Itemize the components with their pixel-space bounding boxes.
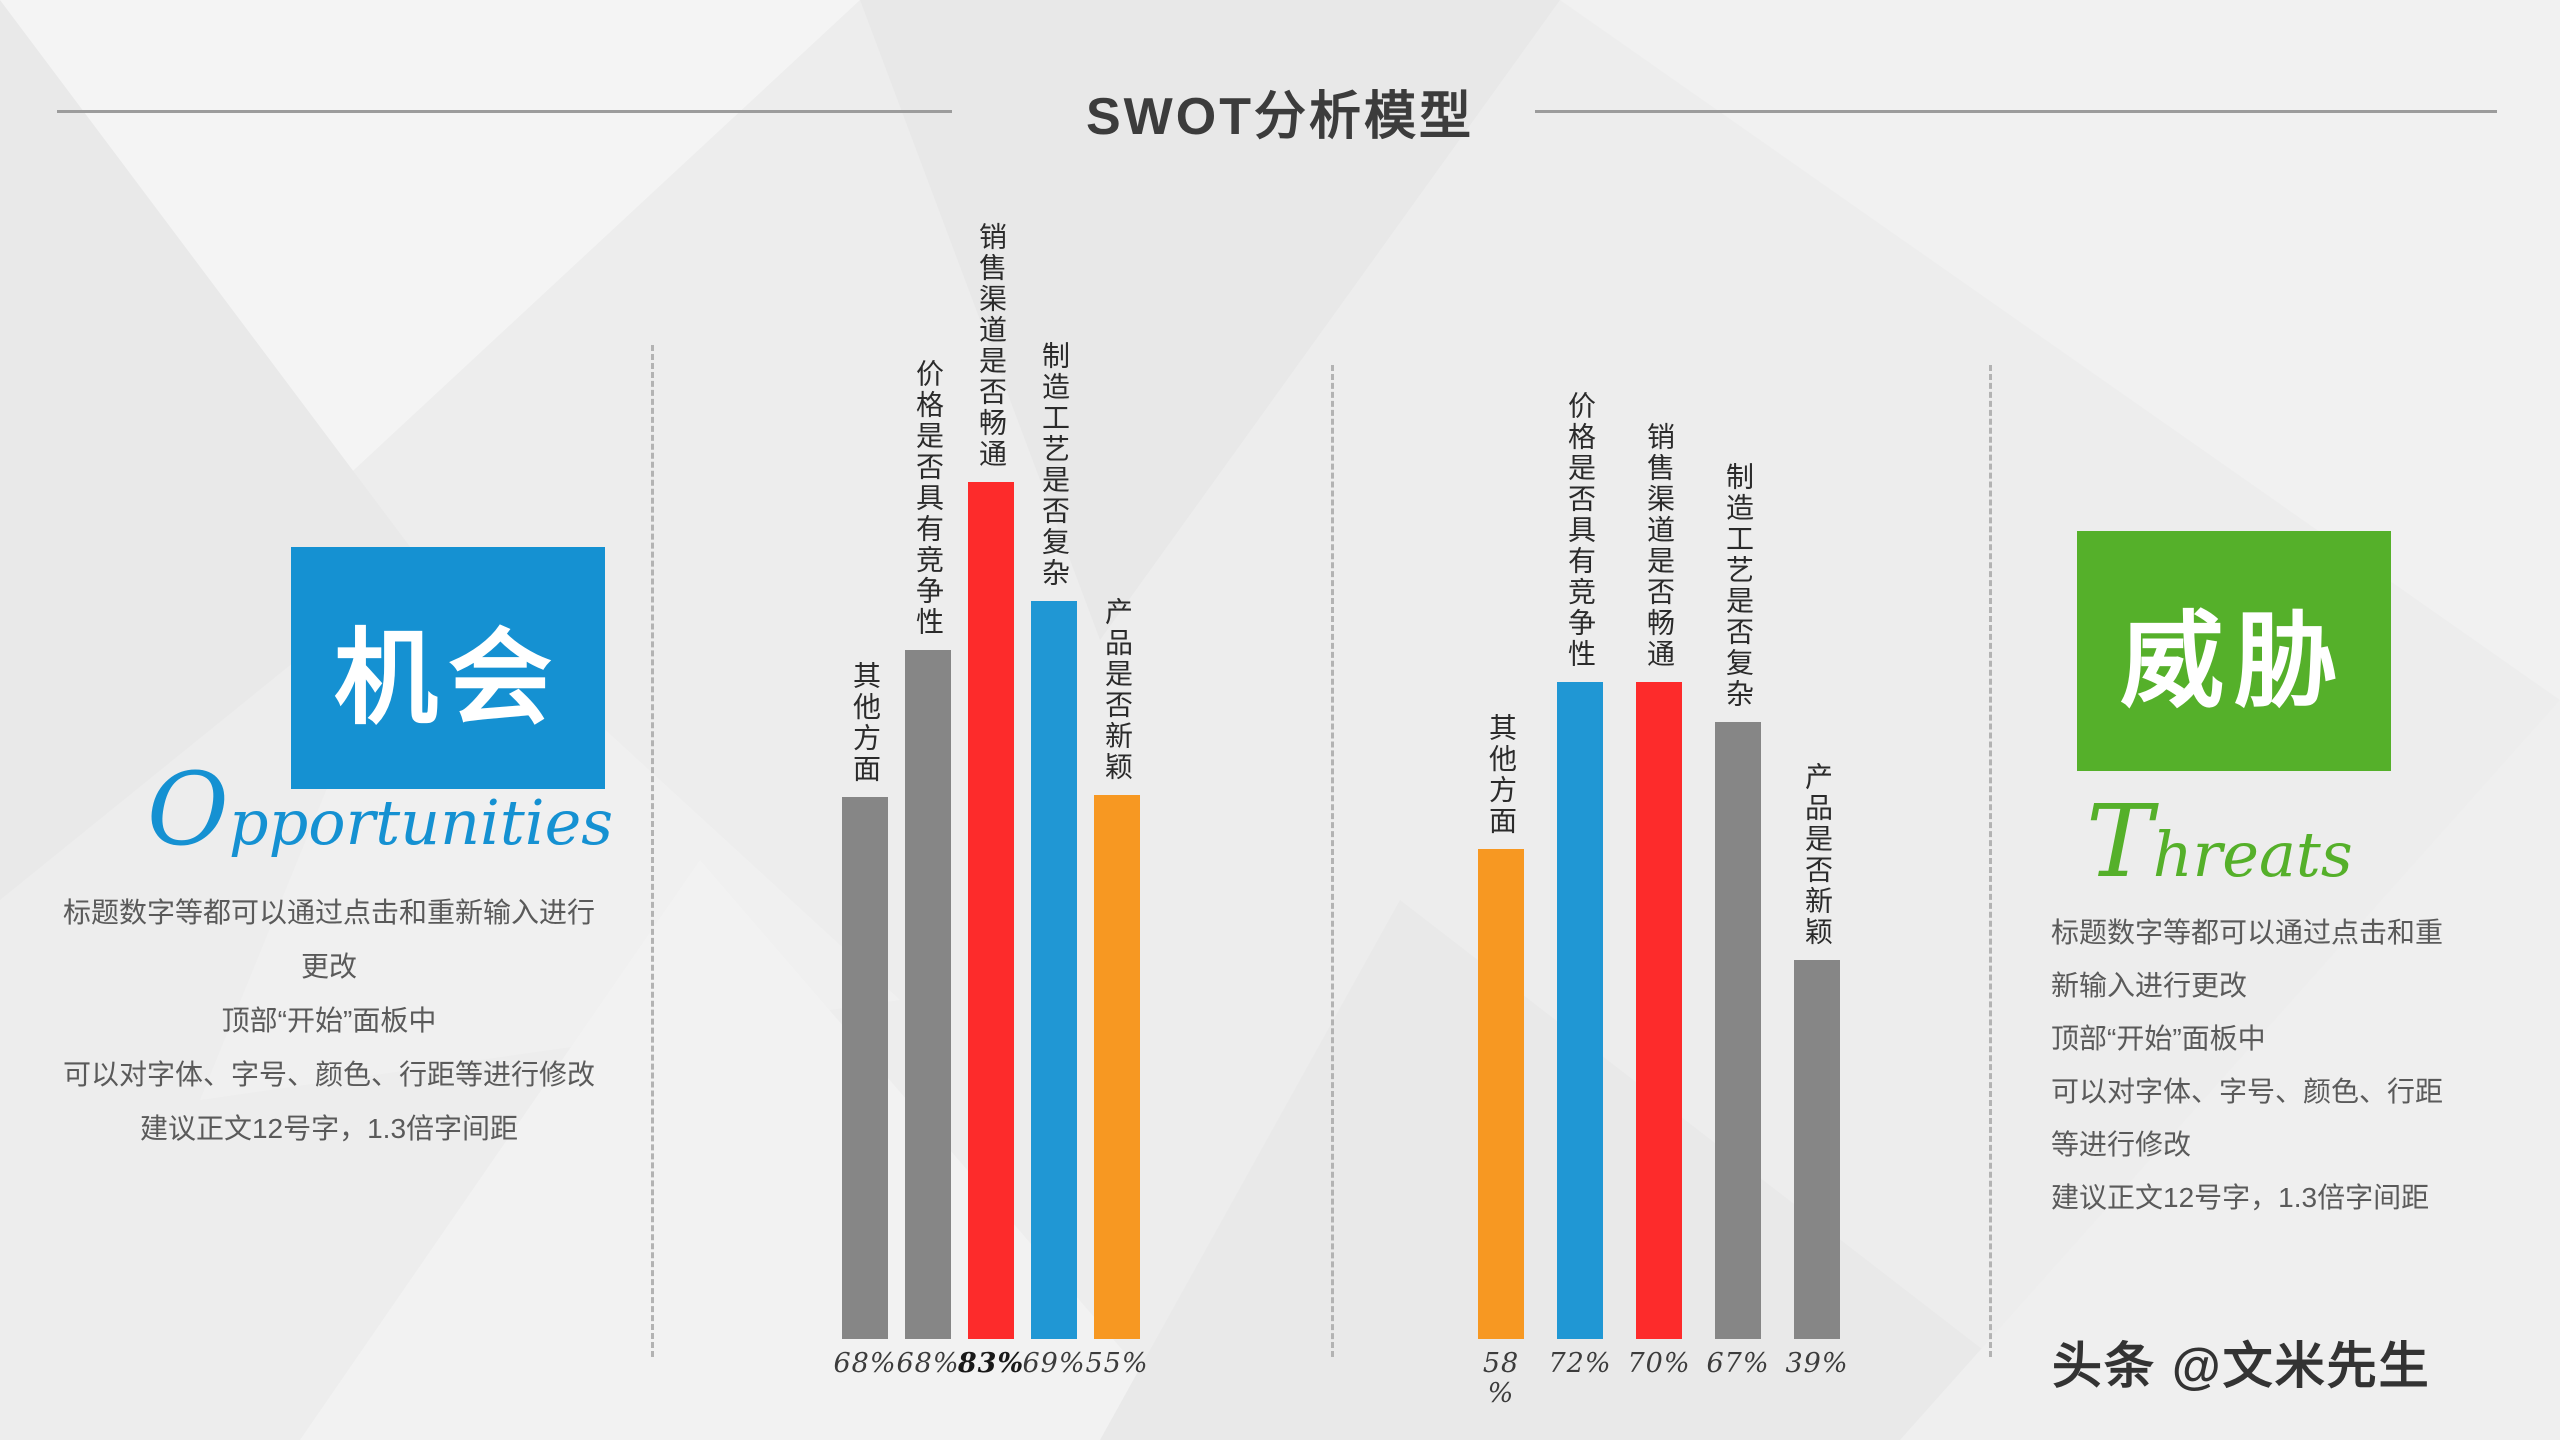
- vertical-divider-left: [651, 345, 654, 1357]
- opportunities-description: 标题数字等都可以通过点击和重新输入进行 更改顶部“开始”面板中可以对字体、字号、颜…: [41, 886, 617, 1156]
- bar-category-label: 产品是否新颖: [1802, 762, 1833, 948]
- watermark: 头条 @文米先生: [2052, 1338, 2431, 1394]
- bar-category-label: 制造工艺是否复杂: [1723, 462, 1754, 710]
- bar: [1031, 601, 1077, 1339]
- bar-column: 产品是否新颖: [1794, 379, 1840, 1339]
- bar-value-label: 68%: [833, 1348, 897, 1379]
- bar-category-label: 制造工艺是否复杂: [1039, 341, 1070, 589]
- page-title: SWOT分析模型: [1086, 88, 1474, 146]
- bar-category-label: 产品是否新颖: [1102, 597, 1133, 783]
- description-line: 建议正文12号字，1.3倍字间距: [139, 1113, 519, 1144]
- bar-value-label: 70%: [1627, 1348, 1691, 1379]
- bar-column: 制造工艺是否复杂: [1031, 209, 1077, 1339]
- threats-values-row: 58 % 72% 70% 67% 39%: [1478, 1348, 1849, 1409]
- bar-value-label: 68%: [896, 1348, 960, 1379]
- opportunities-title-rest: pportunities: [228, 786, 614, 859]
- opportunities-initial-letter: O: [146, 751, 229, 868]
- threats-title-rest: hreats: [2152, 818, 2353, 891]
- opportunities-values-row: 68% 68% 83% 69% 55%: [833, 1348, 1149, 1379]
- vertical-divider-right: [1989, 365, 1992, 1357]
- threats-initial-letter: T: [2086, 783, 2153, 900]
- bar-column: 价格是否具有竞争性: [1557, 379, 1603, 1339]
- bar-column: 价格是否具有竞争性: [905, 209, 951, 1339]
- bar: [1094, 795, 1140, 1339]
- description-line: 标题数字等都可以通过点击和重新输入进行: [62, 897, 595, 928]
- bar-column: 其他方面: [1478, 379, 1524, 1339]
- bar-category-label: 其他方面: [850, 661, 881, 785]
- bar-value-label: 39%: [1785, 1348, 1849, 1379]
- title-divider-right: [1535, 110, 2497, 113]
- bar-column: 销售渠道是否畅通: [1636, 379, 1682, 1339]
- threats-bar-chart: 其他方面 价格是否具有竞争性 销售渠道是否畅通 制造工艺是否复杂产品是否新颖 58 %…: [1478, 379, 1849, 1409]
- description-line: 新输入进行更改: [2051, 970, 2248, 1001]
- description-line: 更改: [300, 951, 357, 982]
- bar: [905, 650, 951, 1339]
- vertical-divider-middle: [1331, 365, 1334, 1357]
- opportunities-badge: 机会: [291, 547, 605, 789]
- bar: [968, 482, 1014, 1339]
- threats-english-title: Threats: [2086, 792, 2353, 892]
- bar-category-label: 价格是否具有竞争性: [913, 359, 944, 638]
- bar: [1715, 722, 1761, 1339]
- bar-category-label: 其他方面: [1486, 713, 1517, 837]
- description-line: 顶部“开始”面板中: [2051, 1023, 2266, 1054]
- bar-column: 制造工艺是否复杂: [1715, 379, 1761, 1339]
- bar: [842, 797, 888, 1339]
- description-line: 标题数字等都可以通过点击和重: [2051, 917, 2444, 948]
- threats-bars-area: 其他方面 价格是否具有竞争性 销售渠道是否畅通 制造工艺是否复杂产品是否新颖: [1478, 379, 1840, 1339]
- bar: [1478, 849, 1524, 1339]
- bar-value-label: 58 %: [1482, 1348, 1520, 1409]
- description-line: 可以对字体、字号、颜色、行距等进行修改: [62, 1059, 595, 1090]
- opportunities-bars-area: 其他方面 价格是否具有竞争性 销售渠道是否畅通 制造工艺是否复杂产品是否新颖: [842, 209, 1140, 1339]
- opportunities-bar-chart: 其他方面 价格是否具有竞争性 销售渠道是否畅通 制造工艺是否复杂 产品是否新颖 68% 6…: [833, 209, 1149, 1379]
- bar-category-label: 销售渠道是否畅通: [1644, 422, 1675, 670]
- description-line: 可以对字体、字号、颜色、行距: [2051, 1076, 2444, 1107]
- bar-column: 其他方面: [842, 209, 888, 1339]
- description-line: 顶部“开始”面板中: [221, 1005, 437, 1036]
- bar-value-label: 72%: [1548, 1348, 1612, 1379]
- opportunities-english-title: Opportunities: [140, 760, 620, 860]
- bar-category-label: 销售渠道是否畅通: [976, 222, 1007, 470]
- bar-category-label: 价格是否具有竞争性: [1565, 391, 1596, 670]
- threats-badge: 威胁: [2077, 531, 2391, 771]
- bar-column: 销售渠道是否畅通: [968, 209, 1014, 1339]
- bar-value-label: 67%: [1706, 1348, 1770, 1379]
- threats-description: 标题数字等都可以通过点击和重 新输入进行更改 顶部“开始”面板中可以对字体、字号、颜…: [2051, 906, 2531, 1224]
- bar-value-label: 83%: [957, 1348, 1025, 1379]
- bar: [1557, 682, 1603, 1339]
- bar-value-label: 55%: [1085, 1348, 1149, 1379]
- bar: [1636, 682, 1682, 1339]
- bar: [1794, 960, 1840, 1339]
- bar-value-label: 69%: [1022, 1348, 1086, 1379]
- title-divider-left: [57, 110, 952, 113]
- bar-column: 产品是否新颖: [1094, 209, 1140, 1339]
- description-line: 等进行修改: [2051, 1129, 2192, 1160]
- description-line: 建议正文12号字，1.3倍字间距: [2051, 1182, 2430, 1213]
